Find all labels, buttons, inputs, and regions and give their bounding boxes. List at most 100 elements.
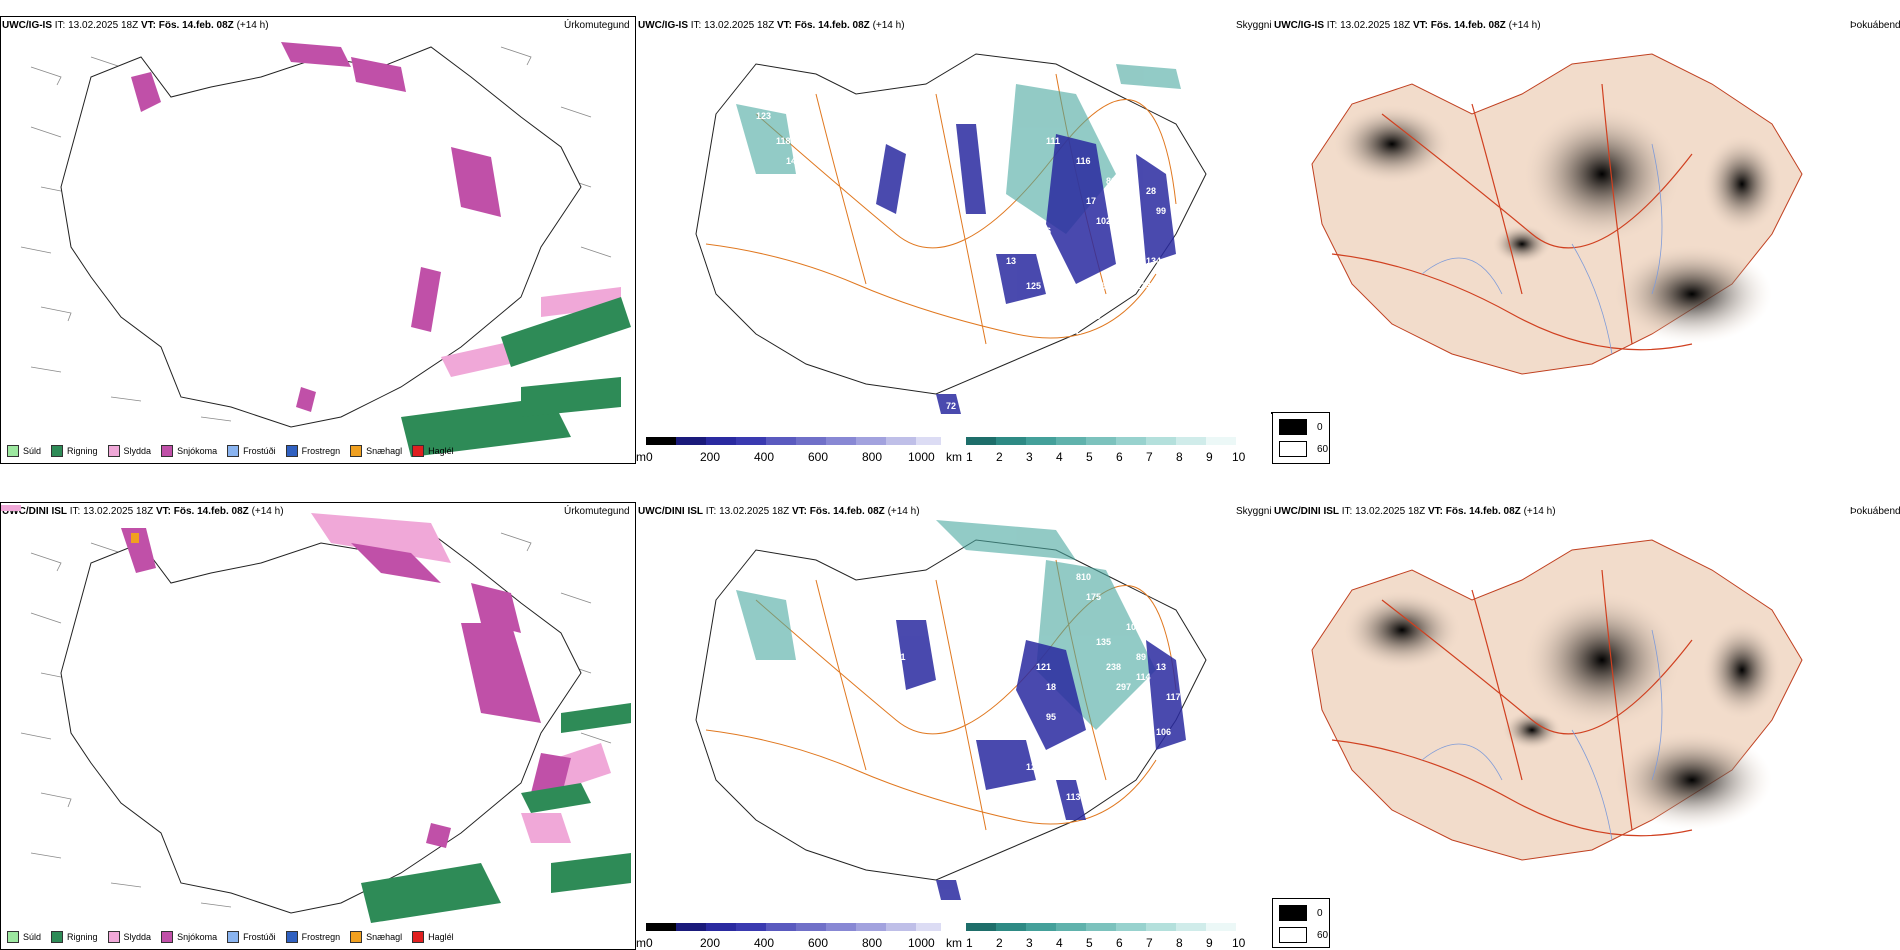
colorbar-tick: 0 <box>646 450 653 464</box>
iceland-outline <box>695 539 1207 881</box>
legend-item: Slydda <box>107 445 151 457</box>
precip-panel-row1: UWC/IG-IS IT: 13.02.2025 18Z VT: Fös. 14… <box>0 14 636 464</box>
panel-title: UWC/IG-IS IT: 13.02.2025 18Z VT: Fös. 14… <box>1274 20 1541 31</box>
cloud-value-label: 90 <box>1116 256 1126 266</box>
legend-swatch <box>350 931 363 943</box>
cloud-value-label: 13 <box>1156 662 1166 672</box>
colorbar-height-ramp <box>646 923 941 931</box>
legend-swatch <box>350 445 363 457</box>
fog-map <box>1311 53 1803 375</box>
legend-item: Frostúði <box>227 445 276 457</box>
cloud-value-label: 95 <box>1046 712 1056 722</box>
cloud-value-label: 11 <box>896 652 906 662</box>
legend-swatch <box>412 445 425 457</box>
colorbar-tick: 800 <box>862 936 883 950</box>
colorbar-tick: 400 <box>754 450 775 464</box>
fog-legend-row1: 0 60 <box>1272 412 1330 464</box>
cloud-value-label: 13 <box>1006 256 1016 266</box>
fog-legend-swatch <box>1279 927 1307 943</box>
fog-legend-swatch <box>1279 419 1307 435</box>
snow-areas <box>121 528 571 848</box>
legend-item: Snæhagl <box>350 931 402 943</box>
cloud-value-label: 32 <box>1136 707 1146 717</box>
legend-swatch <box>161 931 174 943</box>
colorbar-unit: m <box>636 450 646 464</box>
colorbar-km: km 1 2 3 4 5 6 7 8 9 10 <box>946 437 1256 464</box>
legend-swatch <box>51 445 64 457</box>
fog-areas <box>1342 590 1782 830</box>
rivers <box>1421 143 1663 355</box>
cloud-value-label: 18 <box>1046 682 1056 692</box>
precip-map <box>1 505 631 923</box>
colorbar-height: m 0 200 400 600 800 1000 <box>636 923 946 950</box>
colorbar-tick: 1000 <box>908 936 935 950</box>
legend-swatch <box>107 931 120 943</box>
cloud-value-label: 81 <box>1106 176 1116 186</box>
sleet-areas <box>1 505 611 843</box>
colorbar-tick: 10 <box>1232 450 1246 464</box>
iceland-outline <box>695 53 1207 395</box>
fog-panel-row2: UWC/DINI ISL IT: 13.02.2025 18Z VT: Fös.… <box>1272 500 1900 896</box>
rivers <box>1421 629 1663 841</box>
cloud-value-label: 88 <box>1096 727 1106 737</box>
roads <box>705 559 1177 831</box>
legend-item: Slydda <box>107 931 151 943</box>
colorbar-tick: 4 <box>1056 936 1063 950</box>
cloud-base-areas <box>896 620 1186 900</box>
panel-type-label: Úrkomutegund <box>564 506 630 517</box>
cloud-value-label: 82 <box>1156 632 1166 642</box>
roads <box>1331 83 1693 351</box>
cloud-value-label: 111 <box>1046 136 1060 146</box>
colorbar-tick: 3 <box>1026 936 1033 950</box>
cloud-value-label: 118 <box>776 136 791 146</box>
colorbar-tick: 800 <box>862 450 883 464</box>
map-frame: Súld Rigning Slydda Snjókoma Frostúði Fr… <box>0 502 636 950</box>
precip-panel-row2: UWC/DINI ISL IT: 13.02.2025 18Z VT: Fös.… <box>0 500 636 950</box>
cloud-value-label: 17 <box>1086 196 1096 206</box>
spacer <box>1271 412 1272 414</box>
cloud-value-label: 106 <box>1036 226 1051 236</box>
cloud-value-label: 15 <box>1096 296 1106 306</box>
panel-title: UWC/DINI ISL IT: 13.02.2025 18Z VT: Fös.… <box>638 506 920 517</box>
fog-legend-item: 0 <box>1279 419 1323 435</box>
cloud-map: 810 175 100 135 89 11 82 121 18 238 297 … <box>695 520 1207 900</box>
fog-panel-row1: UWC/IG-IS IT: 13.02.2025 18Z VT: Fös. 14… <box>1272 14 1900 464</box>
fog-legend-item: 0 <box>1279 905 1323 921</box>
cloud-labels: 123 118 111 116 26 81 17 28 99 102 106 1… <box>756 111 1166 411</box>
legend-item: Snjókoma <box>161 931 217 943</box>
cloud-value-label: 26 <box>1116 141 1126 151</box>
precip-legend: Súld Rigning Slydda Snjókoma Frostúði Fr… <box>7 929 464 945</box>
legend-item: Rigning <box>51 931 98 943</box>
cloud-value-label: 102 <box>1116 742 1131 752</box>
colorbar-tick: 1 <box>966 936 973 950</box>
legend-item: Súld <box>7 445 41 457</box>
fog-legend-swatch <box>1279 441 1307 457</box>
cloud-value-label: 113 <box>1066 792 1081 802</box>
legend-swatch <box>285 931 298 943</box>
panel-title: UWC/DINI ISL IT: 13.02.2025 18Z VT: Fös.… <box>2 506 284 517</box>
colorbar-km-ramp <box>966 923 1236 931</box>
cloud-value-label: 105 <box>976 727 991 737</box>
colorbar-tick: 0 <box>646 936 653 950</box>
legend-swatch <box>227 445 240 457</box>
cloud-value-label: 810 <box>1076 572 1091 582</box>
colorbar-tick: 5 <box>1086 936 1093 950</box>
colorbar-tick: 9 <box>1206 936 1213 950</box>
legend-item: Súld <box>7 931 41 943</box>
fog-legend-item: 60 <box>1279 441 1328 457</box>
colorbar-unit: m <box>636 936 646 950</box>
colorbar-km-ramp <box>966 437 1236 445</box>
cloud-value-label: 99 <box>1156 206 1166 216</box>
colorbar-tick: 6 <box>1116 450 1123 464</box>
cloud-value-label: 133 <box>1136 281 1151 291</box>
cloud-value-label: 125 <box>1026 281 1041 291</box>
cloud-value-label: 122 <box>1026 762 1041 772</box>
cloud-value-label: 123 <box>806 121 821 131</box>
cloud-value-label: 134 <box>1146 256 1161 266</box>
colorbar-tick: 3 <box>1026 450 1033 464</box>
cloud-value-label: 117 <box>1166 692 1181 702</box>
colorbar-tick: 4 <box>1056 450 1063 464</box>
legend-swatch <box>7 445 19 457</box>
legend-item: Snæhagl <box>350 445 402 457</box>
panel-type-label: Þokuábendi <box>1850 506 1900 517</box>
